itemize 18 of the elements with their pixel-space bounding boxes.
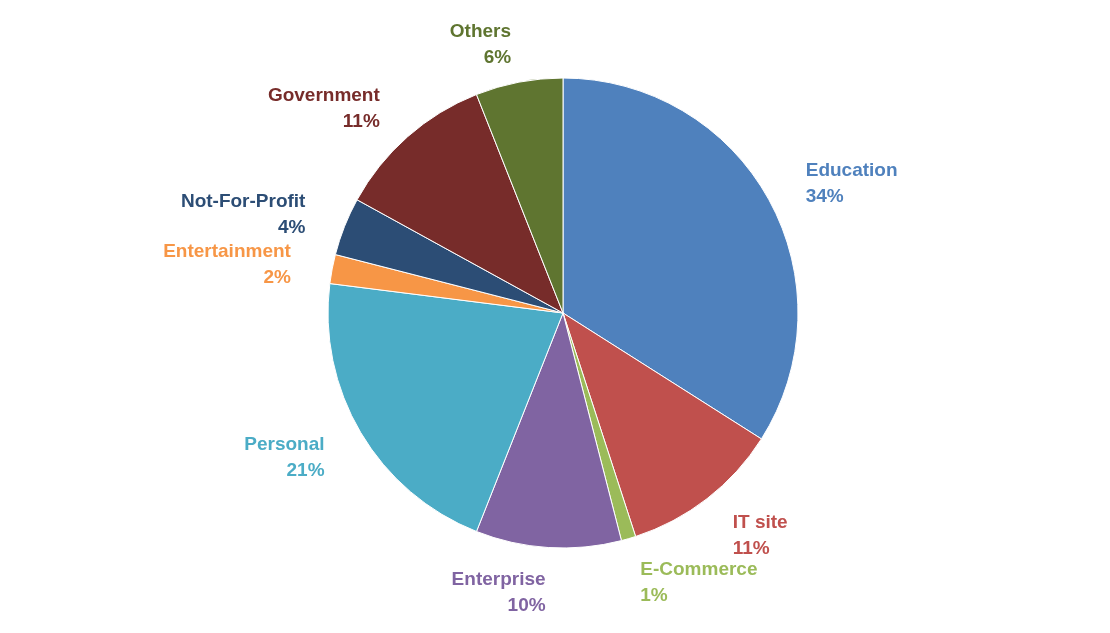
data-label: 11% xyxy=(342,110,380,132)
slice-label: Education xyxy=(805,158,898,180)
data-label: 21% xyxy=(286,459,325,480)
data-label: 2% xyxy=(263,266,291,288)
data-label: 4% xyxy=(277,216,306,238)
slice-label: Entertainment xyxy=(163,240,292,262)
slice-label: Enterprise xyxy=(451,568,546,590)
data-label: 34% xyxy=(805,184,844,206)
data-label: 1% xyxy=(640,584,668,605)
slice-label: Not-For-Profit xyxy=(180,190,307,212)
slice-label: IT site xyxy=(732,510,788,532)
data-label: 10% xyxy=(507,594,546,616)
data-label: 11% xyxy=(732,536,770,558)
slice-label: Others xyxy=(449,19,512,41)
slice-label: Personal xyxy=(244,433,325,454)
slice-label: Government xyxy=(267,84,381,106)
slice-label: E-Commerce xyxy=(640,558,758,579)
data-label: 6% xyxy=(483,45,512,67)
